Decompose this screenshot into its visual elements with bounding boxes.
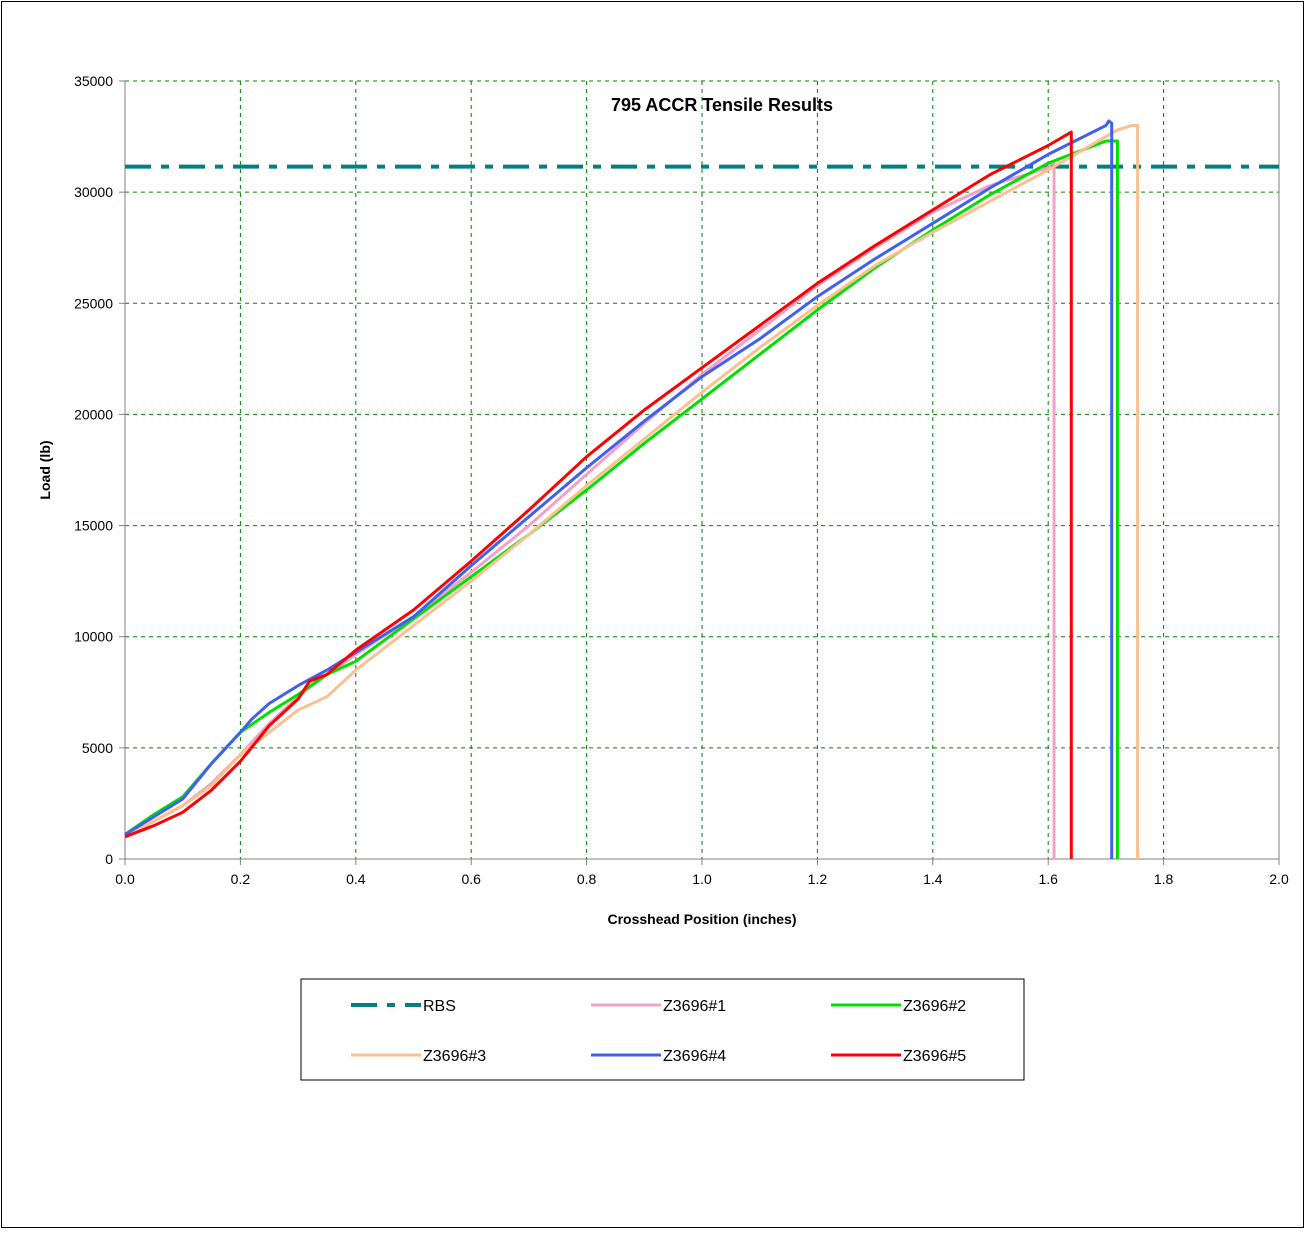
legend-label: Z3696#4 (663, 1048, 726, 1065)
plot-background (125, 81, 1279, 859)
legend-label: RBS (423, 998, 456, 1015)
x-tick-label: 1.4 (923, 871, 943, 887)
y-tick-label: 25000 (74, 295, 113, 311)
legend-label: Z3696#2 (903, 998, 966, 1015)
y-axis-title: Load (lb) (37, 440, 53, 499)
legend: RBS Z3696#1 Z3696#2 Z3696#3 Z3696#4 Z3696#5 (300, 978, 1025, 1081)
y-tick-label: 10000 (74, 629, 113, 645)
y-tick-label: 30000 (74, 184, 113, 200)
legend-label: Z3696#5 (903, 1048, 966, 1065)
series-line-z3696-5 (124, 130, 1073, 859)
x-tick-label: 0.4 (346, 871, 366, 887)
x-tick-label: 1.0 (692, 871, 712, 887)
y-tick-label: 15000 (74, 518, 113, 534)
x-axis-title: Crosshead Position (inches) (607, 911, 796, 927)
x-tick-label: 0.6 (461, 871, 481, 887)
x-tick-label: 1.2 (808, 871, 828, 887)
legend-box (300, 978, 1025, 1081)
x-tick-label: 1.8 (1154, 871, 1174, 887)
y-tick-label: 0 (105, 851, 113, 867)
series-line-z3696-4 (124, 119, 1114, 859)
gridlines (125, 80, 1279, 859)
x-tick-label: 0.0 (115, 871, 135, 887)
x-tick-label: 2.0 (1269, 871, 1289, 887)
legend-label: Z3696#1 (663, 998, 726, 1015)
plot-area (125, 81, 1279, 859)
legend-label: Z3696#3 (423, 1048, 486, 1065)
x-tick-label: 0.8 (577, 871, 597, 887)
series-line-z3696-3 (124, 124, 1140, 859)
y-tick-label: 35000 (74, 73, 113, 89)
x-tick-label: 1.6 (1038, 871, 1058, 887)
y-tick-label: 5000 (82, 740, 113, 756)
chart-title: 795 ACCR Tensile Results (611, 95, 833, 115)
x-tick-label: 0.2 (231, 871, 251, 887)
series-group (124, 119, 1279, 859)
y-tick-label: 20000 (74, 406, 113, 422)
axes: 0.0 0.2 0.4 0.6 0.8 1.0 1.2 1.4 1.6 1.8 2.0 0 5000 10… (74, 73, 1289, 887)
